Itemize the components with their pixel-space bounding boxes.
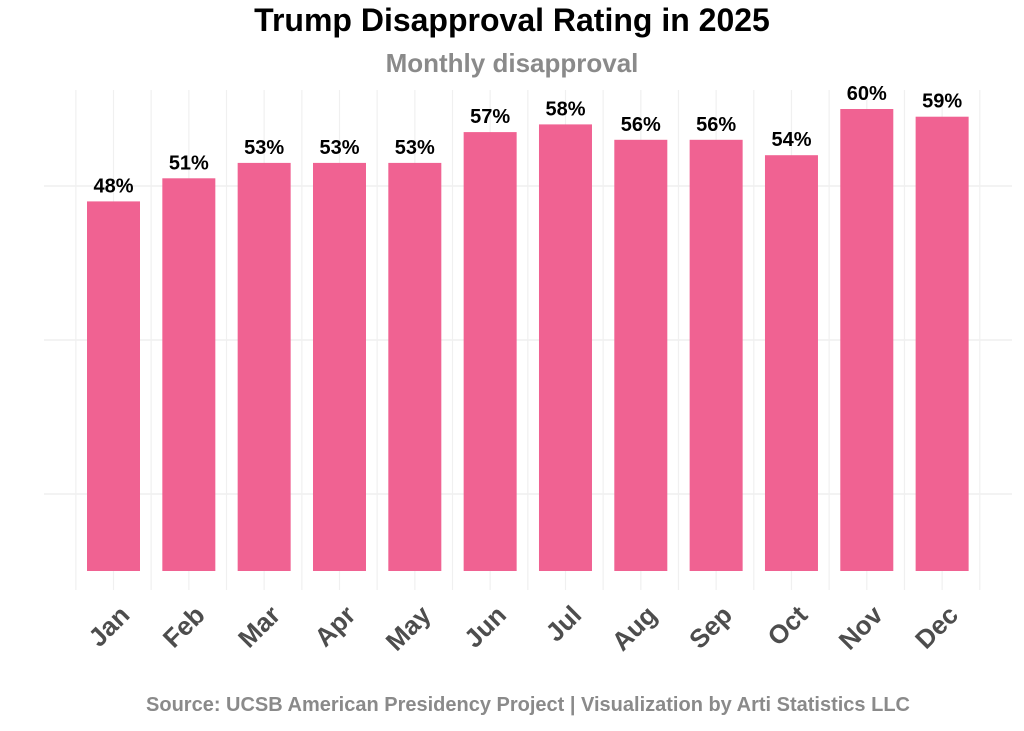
bar-apr — [312, 162, 366, 571]
bar-dec — [915, 116, 969, 571]
bar-aug — [614, 139, 668, 572]
chart-caption: Source: UCSB American Presidency Project… — [146, 694, 910, 716]
x-tick-label-aug: Aug — [606, 600, 663, 657]
x-tick-label-oct: Oct — [761, 599, 813, 651]
bar-label-aug: 56% — [621, 114, 661, 136]
x-tick-label-feb: Feb — [157, 600, 211, 654]
bar-label-feb: 51% — [169, 152, 209, 174]
chart-subtitle: Monthly disapproval — [385, 48, 639, 78]
x-tick-label-may: May — [380, 599, 437, 656]
x-tick-label-nov: Nov — [833, 599, 889, 655]
x-tick-label-dec: Dec — [909, 600, 964, 655]
bars-group — [87, 109, 969, 572]
bar-label-oct: 54% — [771, 129, 811, 151]
x-tick-labels-group: Jan Feb Mar Apr May Jun Jul Aug Sep Oct Nov Dec — [82, 599, 964, 656]
bar-label-dec: 59% — [922, 91, 962, 113]
bar-jul — [538, 124, 592, 572]
x-tick-label-jul: Jul — [540, 600, 588, 648]
bar-jan — [87, 201, 140, 571]
bar-label-jul: 58% — [545, 98, 585, 120]
bar-label-apr: 53% — [319, 137, 359, 159]
bar-feb — [162, 178, 216, 572]
bar-jun — [463, 132, 517, 571]
bar-oct — [764, 155, 818, 571]
x-tick-label-mar: Mar — [232, 600, 286, 654]
bar-label-nov: 60% — [847, 83, 887, 105]
bar-sep — [689, 139, 743, 572]
bar-mar — [237, 162, 291, 571]
chart-title: Trump Disapproval Rating in 2025 — [254, 2, 770, 38]
x-tick-label-jun: Jun — [458, 600, 512, 654]
x-tick-label-jan: Jan — [82, 600, 135, 653]
bar-label-may: 53% — [395, 137, 435, 159]
x-tick-label-sep: Sep — [683, 600, 738, 655]
bar-nov — [840, 109, 894, 571]
bar-label-jan: 48% — [93, 175, 133, 197]
bar-chart: 48% 51% 53% 53% 53% 57% 58% 56% 56% 54% 60% 59% Jan… — [44, 83, 1012, 657]
bar-label-mar: 53% — [244, 137, 284, 159]
bar-may — [388, 162, 442, 571]
x-tick-label-apr: Apr — [308, 600, 361, 653]
bar-label-sep: 56% — [696, 114, 736, 136]
bar-labels-group: 48% 51% 53% 53% 53% 57% 58% 56% 56% 54% 60% 59% — [93, 83, 962, 197]
bar-label-jun: 57% — [470, 106, 510, 128]
